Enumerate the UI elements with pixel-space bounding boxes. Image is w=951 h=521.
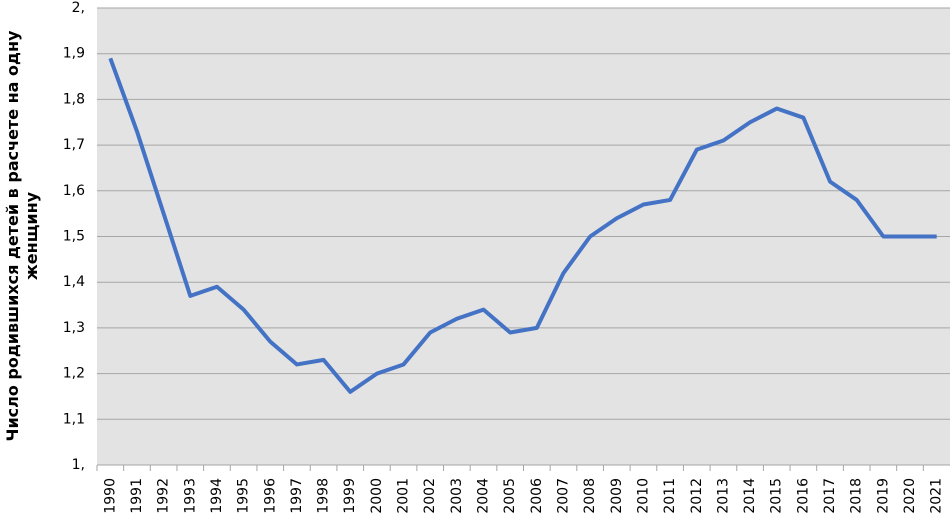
x-tick-label: 2021 bbox=[929, 478, 945, 514]
y-tick-label: 1,5 bbox=[63, 229, 85, 245]
y-axis-label: Число родившихся детей в расчете на одну… bbox=[3, 30, 41, 442]
x-tick-label: 1997 bbox=[289, 478, 305, 514]
y-tick-label: 1,2 bbox=[63, 366, 85, 382]
x-tick-label: 2008 bbox=[582, 478, 598, 514]
y-tick-label: 1,9 bbox=[63, 46, 85, 62]
y-tick-label: 2, bbox=[72, 0, 85, 16]
x-tick-label: 2003 bbox=[449, 478, 465, 514]
x-tick-label: 1991 bbox=[129, 478, 145, 514]
x-tick-label: 1998 bbox=[316, 478, 332, 514]
y-tick-label: 1,8 bbox=[63, 91, 85, 107]
x-tick-label: 2015 bbox=[769, 478, 785, 514]
x-tick-label: 1995 bbox=[236, 478, 252, 514]
x-tick-label: 2017 bbox=[822, 478, 838, 514]
x-tick-label: 2005 bbox=[502, 478, 518, 514]
x-tick-label: 2019 bbox=[875, 478, 891, 514]
x-tick-label: 1999 bbox=[342, 478, 358, 514]
x-tick-label: 1993 bbox=[182, 478, 198, 514]
y-tick-label: 1,6 bbox=[63, 183, 85, 199]
y-tick-label: 1,4 bbox=[63, 274, 85, 290]
x-tick-label: 2013 bbox=[715, 478, 731, 514]
x-tick-label: 2000 bbox=[369, 478, 385, 514]
y-tick-label: 1,3 bbox=[63, 320, 85, 336]
x-tick-label: 1996 bbox=[262, 478, 278, 514]
y-tick-label: 1,1 bbox=[63, 411, 85, 427]
x-tick-label: 1994 bbox=[209, 478, 225, 514]
x-tick-label: 2009 bbox=[609, 478, 625, 514]
x-tick-label: 1990 bbox=[102, 478, 118, 514]
x-tick-label: 2011 bbox=[662, 478, 678, 514]
data-line bbox=[108, 57, 937, 394]
x-tick-label: 2001 bbox=[396, 478, 412, 514]
x-tick-label: 2006 bbox=[529, 478, 545, 514]
x-tick-label: 2014 bbox=[742, 478, 758, 514]
y-tick-label: 1,7 bbox=[63, 137, 85, 153]
x-tick-label: 2016 bbox=[795, 478, 811, 514]
y-tick-label: 1, bbox=[72, 457, 85, 473]
x-tick-label: 2010 bbox=[635, 478, 651, 514]
x-tick-label: 2020 bbox=[902, 478, 918, 514]
x-tick-label: 2002 bbox=[422, 478, 438, 514]
x-tick-label: 2012 bbox=[689, 478, 705, 514]
x-tick-label: 2018 bbox=[849, 478, 865, 514]
x-tick-label: 2007 bbox=[555, 478, 571, 514]
x-tick-label: 2004 bbox=[476, 478, 492, 514]
x-tick-label: 1992 bbox=[156, 478, 172, 514]
